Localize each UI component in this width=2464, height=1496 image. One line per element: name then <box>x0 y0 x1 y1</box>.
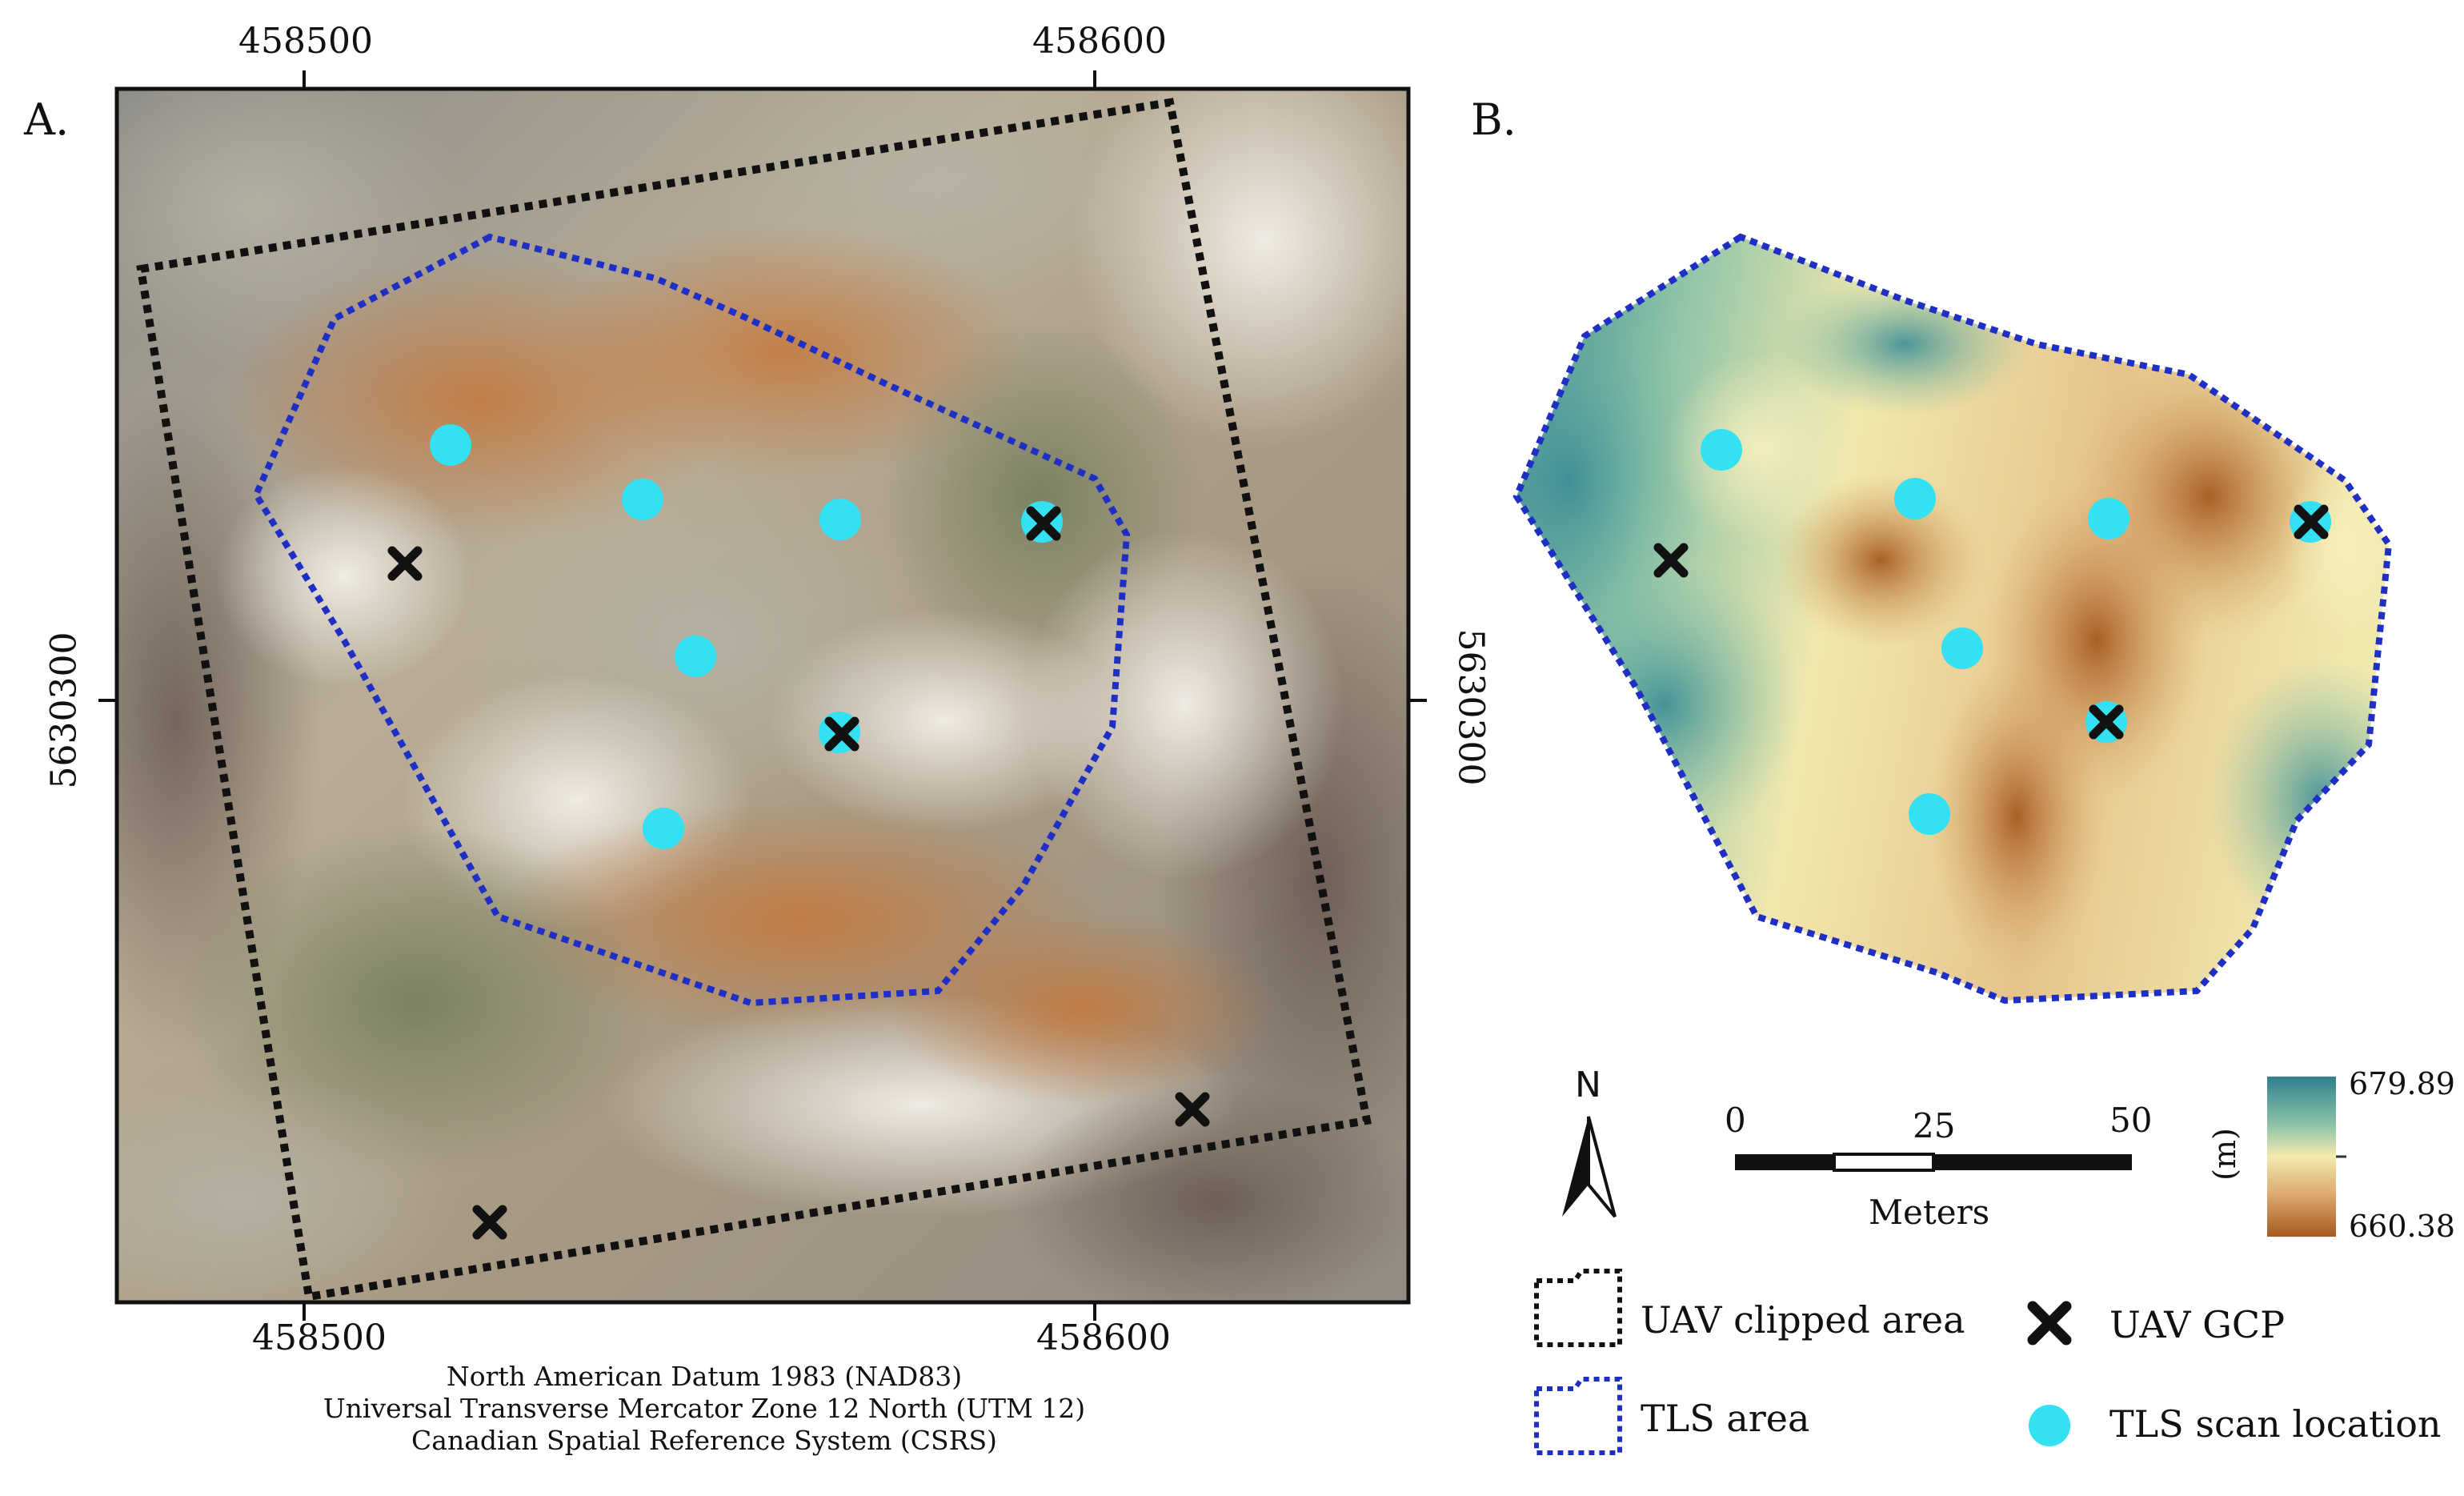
tls-scan-point <box>675 636 716 677</box>
scale-bar <box>1735 1153 2132 1172</box>
legend-tls-area-label: TLS area <box>1641 1397 1810 1440</box>
tls-scan-point <box>430 424 471 466</box>
bottom-x-label-1: 458500 <box>252 1318 387 1358</box>
dem-image <box>1516 237 2389 1001</box>
legend-uav-clipped-area-label: UAV clipped area <box>1641 1298 1965 1342</box>
scale-tick-50: 50 <box>2109 1101 2153 1140</box>
legend-uav-gcp-icon <box>2027 1301 2072 1346</box>
uav-gcp-marker <box>1653 543 1689 578</box>
tls-scan-point <box>1894 478 1936 519</box>
legend-tls-area-icon <box>1534 1377 1622 1455</box>
uav-gcp-marker <box>472 1205 507 1240</box>
color-bar-min: 660.38 <box>2349 1209 2455 1244</box>
uav-gcp-marker <box>1026 506 1061 541</box>
color-bar-unit: (m) <box>2207 1128 2242 1181</box>
scale-tick-0: 0 <box>1725 1101 1746 1140</box>
scale-tick-25: 25 <box>1913 1106 1956 1145</box>
elevation-color-bar <box>2267 1077 2336 1237</box>
uav-gcp-marker <box>2089 704 2124 740</box>
datum-line-3: Canadian Spatial Reference System (CSRS) <box>411 1425 997 1456</box>
north-arrow-icon <box>1562 1116 1617 1218</box>
datum-line-1: North American Datum 1983 (NAD83) <box>446 1361 963 1392</box>
uav-gcp-marker <box>2294 504 2329 539</box>
top-x-label-2: 458600 <box>1032 21 1167 62</box>
datum-text: North American Datum 1983 (NAD83) Univer… <box>224 1361 1184 1457</box>
tls-scan-point <box>2088 498 2129 539</box>
panel-a-letter: A. <box>24 94 70 145</box>
tls-area-outline-a <box>252 233 1131 1007</box>
uav-clipped-area-outline <box>136 98 1372 1301</box>
north-arrow-label: N <box>1575 1065 1601 1105</box>
color-bar-max: 679.89 <box>2349 1066 2455 1101</box>
aerial-image <box>117 89 1408 1302</box>
uav-gcp-marker <box>387 546 423 581</box>
legend-tls-scan-location-label: TLS scan location <box>2109 1402 2442 1446</box>
tls-scan-point <box>1941 628 1983 669</box>
tls-scan-point <box>1909 793 1950 835</box>
top-x-label-1: 458500 <box>238 21 373 62</box>
tls-scan-point <box>819 499 861 540</box>
uav-gcp-marker <box>1175 1092 1210 1127</box>
tls-scan-point <box>643 808 684 849</box>
tls-scan-point <box>622 479 663 520</box>
uav-gcp-marker <box>824 716 859 752</box>
scale-unit: Meters <box>1869 1193 1990 1232</box>
datum-line-2: Universal Transverse Mercator Zone 12 No… <box>323 1393 1086 1424</box>
legend-uav-clipped-area-icon <box>1534 1269 1622 1347</box>
legend-tls-scan-icon <box>2029 1405 2070 1446</box>
panel-b-letter: B. <box>1471 94 1516 145</box>
bottom-x-label-2: 458600 <box>1036 1318 1171 1358</box>
legend-uav-gcp-label: UAV GCP <box>2109 1303 2286 1346</box>
tls-scan-point <box>1701 429 1742 471</box>
panel-a-frame <box>114 86 1411 1305</box>
